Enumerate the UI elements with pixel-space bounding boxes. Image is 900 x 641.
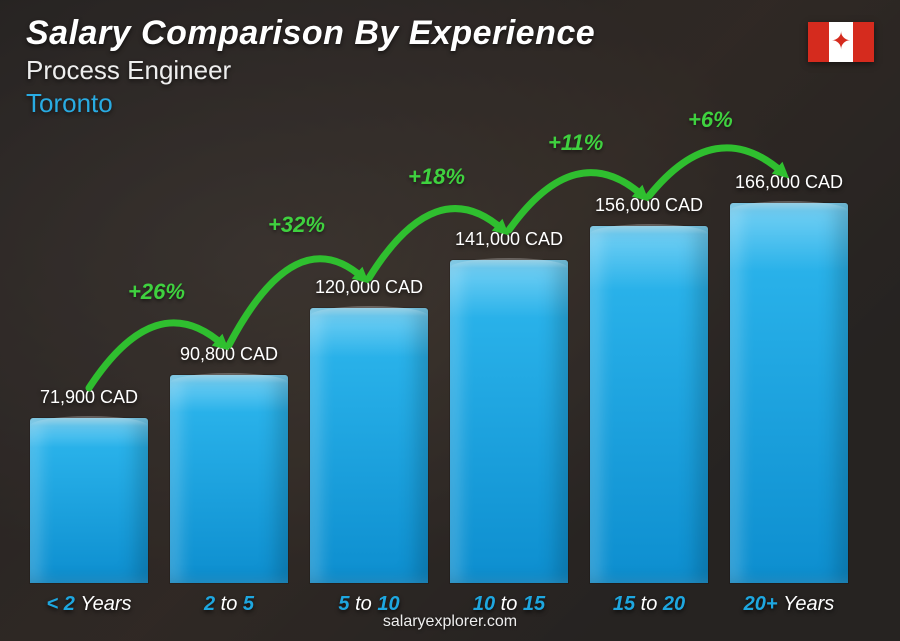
bar: 120,000 CAD: [310, 308, 428, 583]
bar-column: 141,000 CAD10 to 15: [450, 153, 568, 583]
chart-title: Salary Comparison By Experience: [26, 14, 595, 53]
flag-band-left: [808, 22, 829, 62]
maple-leaf-icon: ✦: [831, 30, 851, 54]
flag-band-right: [853, 22, 874, 62]
chart-location: Toronto: [26, 88, 595, 119]
bar-value-label: 141,000 CAD: [455, 229, 563, 250]
chart-subtitle: Process Engineer: [26, 55, 595, 86]
bar-value-label: 90,800 CAD: [180, 344, 278, 365]
bar: 90,800 CAD: [170, 375, 288, 583]
bar-chart: 71,900 CAD< 2 Years90,800 CAD2 to 5120,0…: [30, 153, 848, 583]
bar-column: 71,900 CAD< 2 Years: [30, 153, 148, 583]
percent-increase-label: +32%: [268, 212, 325, 238]
flag-center: ✦: [829, 22, 854, 62]
bar: 156,000 CAD: [590, 226, 708, 583]
bar-column: 156,000 CAD15 to 20: [590, 153, 708, 583]
percent-increase-label: +6%: [688, 107, 733, 133]
percent-increase-label: +11%: [548, 130, 603, 156]
bar-column: 166,000 CAD20+ Years: [730, 153, 848, 583]
footer-attribution: salaryexplorer.com: [0, 613, 900, 631]
bar: 166,000 CAD: [730, 203, 848, 583]
bar-column: 120,000 CAD5 to 10: [310, 153, 428, 583]
country-flag-canada: ✦: [808, 22, 874, 62]
bar-value-label: 166,000 CAD: [735, 172, 843, 193]
bar-value-label: 120,000 CAD: [315, 277, 423, 298]
bar: 141,000 CAD: [450, 260, 568, 583]
percent-increase-label: +18%: [408, 164, 465, 190]
bar: 71,900 CAD: [30, 418, 148, 583]
bar-value-label: 71,900 CAD: [40, 387, 138, 408]
bar-value-label: 156,000 CAD: [595, 195, 703, 216]
header: Salary Comparison By Experience Process …: [26, 14, 595, 119]
percent-increase-label: +26%: [128, 279, 185, 305]
